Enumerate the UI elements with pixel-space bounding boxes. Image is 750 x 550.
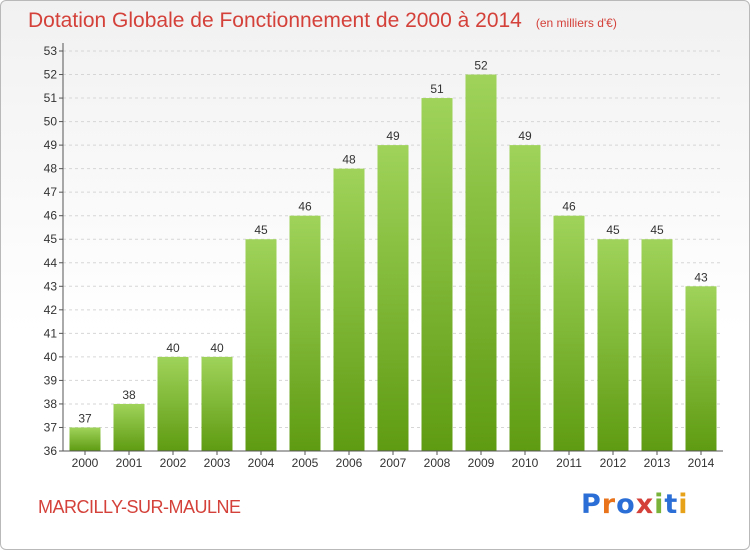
x-tick-label: 2010 bbox=[512, 456, 539, 470]
bar-value-label: 40 bbox=[166, 341, 180, 355]
bar-value-label: 49 bbox=[386, 129, 400, 143]
bar-value-label: 40 bbox=[210, 341, 224, 355]
y-tick-label: 39 bbox=[44, 373, 58, 387]
axes: 36 37 38 39 40 41 42 43 44 45 46 47 48 49 50 51 52 53 2000… bbox=[44, 43, 723, 470]
commune-name: MARCILLY-SUR-MAULNE bbox=[38, 497, 241, 517]
chart-title: Dotation Globale de Fonctionnement de 20… bbox=[28, 9, 617, 33]
bars: 37 38 40 40 45 46 48 49 51 52 49 46 45 45 43 bbox=[69, 59, 717, 451]
x-tick-label: 2009 bbox=[468, 456, 495, 470]
bar-value-label: 52 bbox=[474, 59, 488, 73]
logo-letter: t bbox=[664, 489, 679, 520]
logo-letter: i bbox=[654, 489, 665, 520]
y-tick-label: 37 bbox=[44, 420, 58, 434]
bar-value-label: 45 bbox=[650, 223, 664, 237]
y-tick-label: 49 bbox=[44, 138, 58, 152]
x-tick-label: 2002 bbox=[160, 456, 187, 470]
bar-value-label: 49 bbox=[518, 129, 532, 143]
x-tick-label: 2004 bbox=[248, 456, 275, 470]
x-tick-label: 2007 bbox=[380, 456, 407, 470]
bar bbox=[641, 239, 673, 451]
bar bbox=[245, 239, 277, 451]
bar bbox=[69, 427, 101, 451]
bar-value-label: 46 bbox=[562, 200, 576, 214]
bar bbox=[685, 286, 717, 451]
bar-value-label: 48 bbox=[342, 153, 356, 167]
bar-value-label: 43 bbox=[694, 270, 708, 284]
y-tick-label: 51 bbox=[44, 91, 58, 105]
y-tick-label: 48 bbox=[44, 162, 58, 176]
logo-letter: r bbox=[601, 489, 617, 520]
x-tick-label: 2005 bbox=[292, 456, 319, 470]
y-tick-label: 43 bbox=[44, 279, 58, 293]
bar bbox=[333, 168, 365, 451]
bar-value-label: 45 bbox=[254, 223, 268, 237]
x-tick-label: 2001 bbox=[116, 456, 143, 470]
logo-letter: o bbox=[616, 489, 636, 520]
y-tick-label: 41 bbox=[44, 326, 58, 340]
y-tick-label: 50 bbox=[44, 115, 58, 129]
y-tick-label: 44 bbox=[44, 256, 58, 270]
y-tick-label: 52 bbox=[44, 68, 58, 82]
x-tick-label: 2006 bbox=[336, 456, 363, 470]
logo-letter: P bbox=[581, 489, 602, 520]
bar bbox=[597, 239, 629, 451]
logo-letter: x bbox=[635, 489, 655, 520]
y-tick-label: 45 bbox=[44, 232, 58, 246]
y-tick-label: 42 bbox=[44, 303, 58, 317]
bar bbox=[465, 74, 497, 451]
unit-note: (en milliers d'€) bbox=[535, 16, 617, 30]
bar-value-label: 46 bbox=[298, 200, 312, 214]
bar bbox=[421, 98, 453, 451]
bar bbox=[289, 215, 321, 451]
bar-value-label: 51 bbox=[430, 82, 444, 96]
x-tick-label: 2008 bbox=[424, 456, 451, 470]
logo-letter: i bbox=[678, 489, 689, 520]
y-tick-label: 40 bbox=[44, 350, 58, 364]
bar bbox=[377, 145, 409, 451]
chart-title-text: Dotation Globale de Fonctionnement de 20… bbox=[28, 9, 522, 32]
bar bbox=[201, 356, 233, 451]
bar-value-label: 45 bbox=[606, 223, 620, 237]
bar bbox=[157, 356, 189, 451]
bar bbox=[553, 215, 585, 451]
y-tick-label: 38 bbox=[44, 397, 58, 411]
proxiti-logo: Proxiti bbox=[581, 489, 689, 520]
bar bbox=[113, 403, 145, 451]
y-tick-label: 47 bbox=[44, 185, 58, 199]
y-tick-label: 36 bbox=[44, 444, 58, 458]
bar bbox=[509, 145, 541, 451]
x-tick-label: 2011 bbox=[556, 456, 582, 470]
y-tick-label: 46 bbox=[44, 209, 58, 223]
y-tick-label: 53 bbox=[44, 44, 58, 58]
x-tick-label: 2003 bbox=[204, 456, 231, 470]
x-tick-label: 2013 bbox=[644, 456, 671, 470]
bar-chart: 37 38 40 40 45 46 48 49 51 52 49 46 45 45 43 36 37 38 39 4… bbox=[44, 43, 723, 470]
bar-value-label: 38 bbox=[122, 388, 136, 402]
bar-value-label: 37 bbox=[78, 411, 92, 425]
x-tick-label: 2012 bbox=[600, 456, 627, 470]
x-tick-label: 2014 bbox=[688, 456, 715, 470]
x-tick-label: 2000 bbox=[72, 456, 99, 470]
